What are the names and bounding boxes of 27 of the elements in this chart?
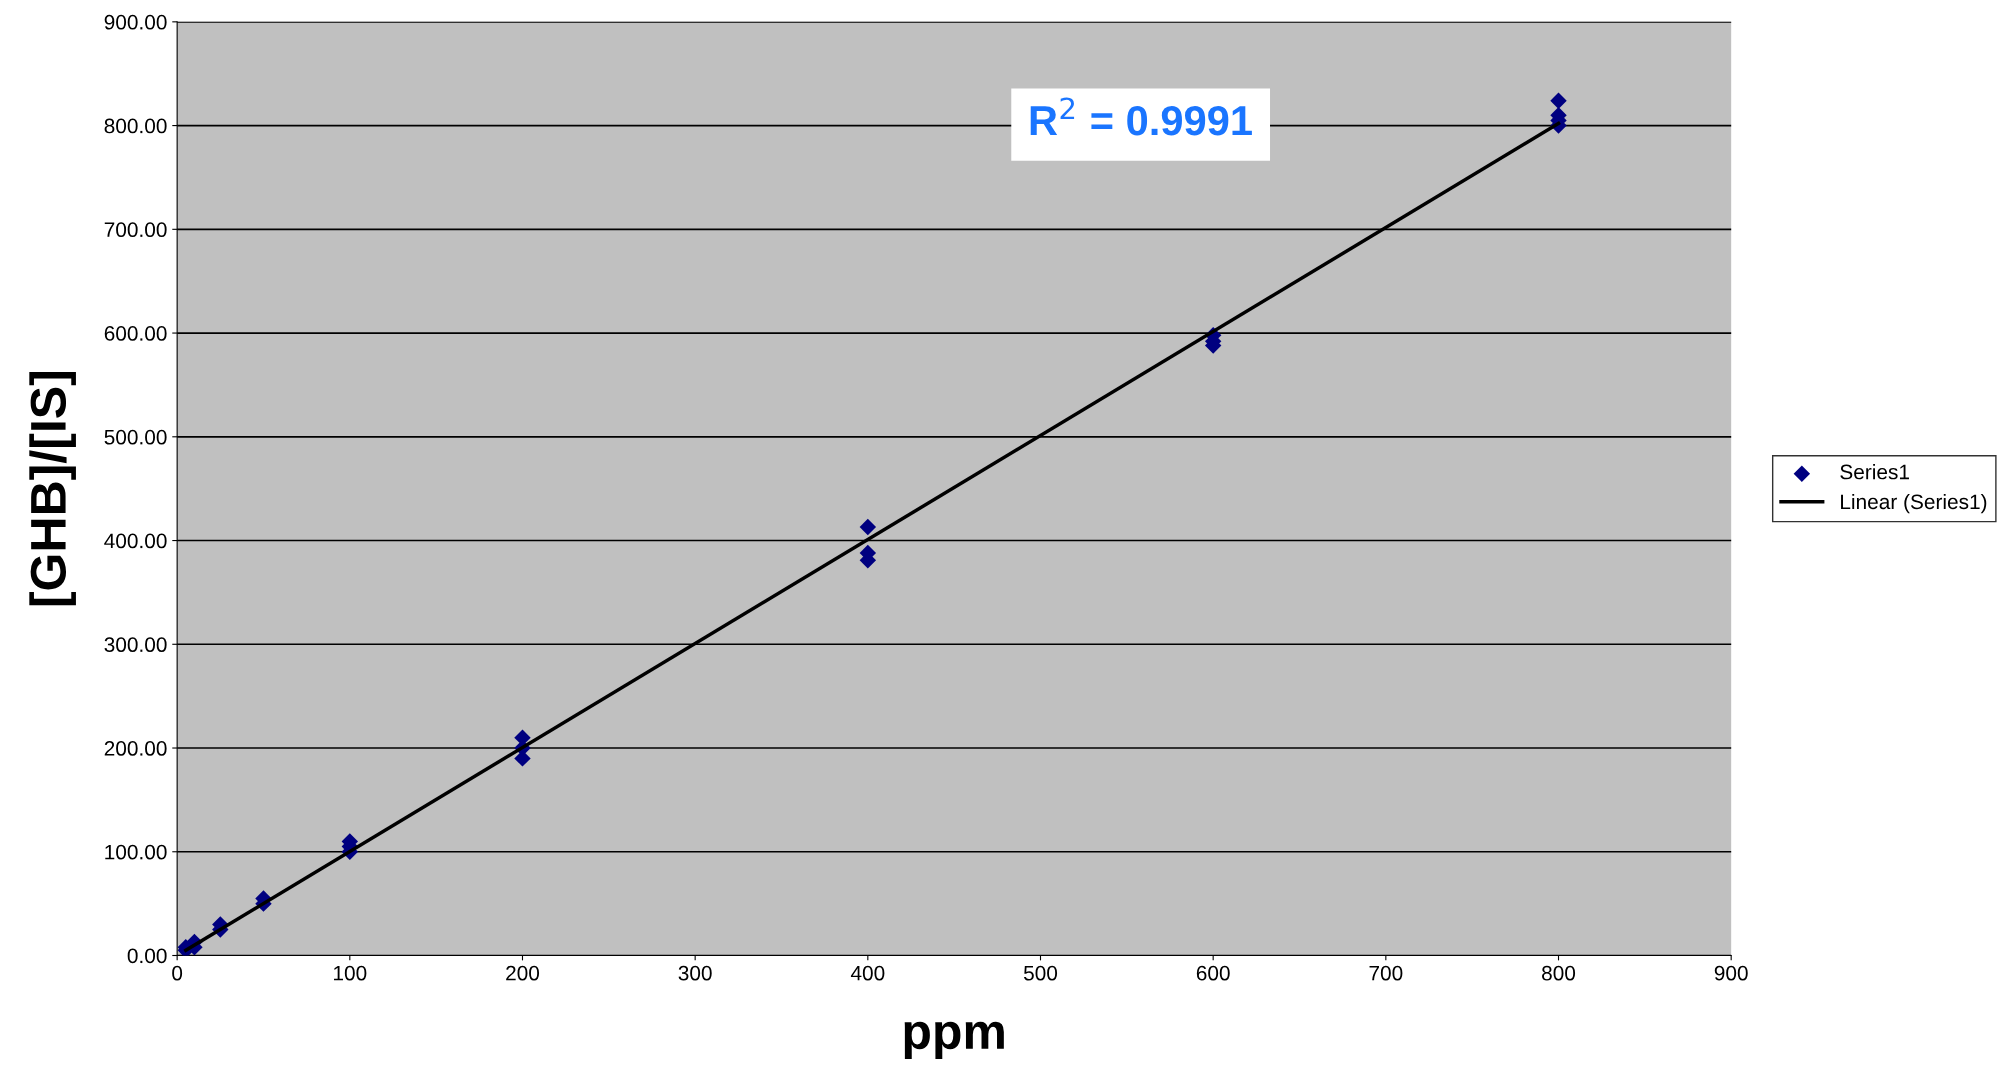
x-tick-label: 100	[334, 965, 367, 981]
y-tick-label: 700.00	[104, 222, 167, 238]
x-tick-label: 200	[506, 965, 540, 981]
y-tick-label: 800.00	[104, 118, 167, 134]
x-tick-label: 0	[172, 965, 183, 981]
x-axis-title: ppm	[904, 1021, 1004, 1060]
y-tick-label: 900.00	[104, 14, 167, 30]
x-tick-label: 800	[1542, 965, 1576, 981]
annotation: R$^{2}$ = 0.9991	[1030, 97, 1252, 136]
y-tick-label: 500.00	[104, 429, 167, 445]
y-tick-label: 0.00	[127, 948, 167, 964]
y-axis-title: [GHB]/[IS]	[29, 372, 76, 606]
y-tick-label: 400.00	[104, 533, 167, 549]
legend-label: Linear (Series1)	[1841, 493, 1987, 514]
x-tick-label: 400	[850, 965, 885, 981]
x-tick-label: 500	[1023, 965, 1058, 981]
x-tick-label: 900	[1714, 965, 1748, 981]
y-tick-label: 200.00	[104, 741, 167, 756]
y-tick-label: 300.00	[104, 637, 167, 653]
point	[859, 518, 877, 536]
y-tick-label: 600.00	[104, 326, 167, 341]
x-tick-label: 600	[1196, 965, 1230, 981]
x-tick-label: 300	[678, 965, 712, 981]
x-tick-label: 700	[1369, 965, 1403, 981]
legend-label: Series1	[1840, 464, 1909, 480]
y-tick-label: 100.00	[105, 844, 167, 860]
point	[1550, 92, 1567, 109]
